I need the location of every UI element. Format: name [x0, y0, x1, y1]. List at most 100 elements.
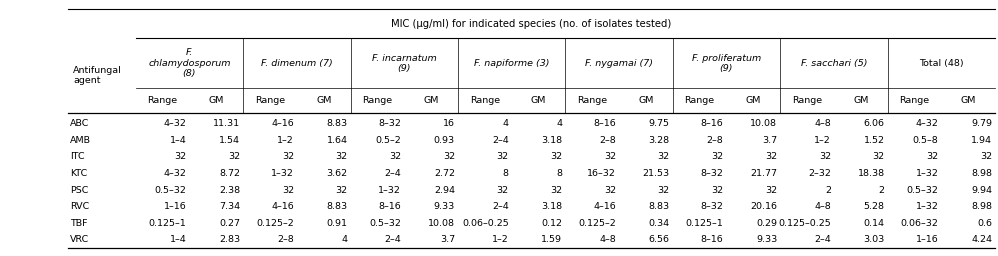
Text: 11.31: 11.31	[213, 119, 241, 128]
Text: 10.08: 10.08	[750, 119, 777, 128]
Text: 1.64: 1.64	[326, 136, 347, 145]
Text: F. dimenum (7): F. dimenum (7)	[260, 59, 332, 68]
Text: 0.06–32: 0.06–32	[900, 219, 938, 228]
Text: 32: 32	[281, 152, 293, 161]
Text: GM: GM	[316, 96, 331, 105]
Text: 10.08: 10.08	[428, 219, 455, 228]
Text: 8: 8	[556, 169, 563, 178]
Text: 1–2: 1–2	[814, 136, 831, 145]
Text: 8–16: 8–16	[701, 119, 724, 128]
Text: 1–32: 1–32	[915, 202, 938, 211]
Text: 1–32: 1–32	[271, 169, 293, 178]
Text: 32: 32	[712, 152, 724, 161]
Text: RVC: RVC	[70, 202, 89, 211]
Text: 6.06: 6.06	[863, 119, 884, 128]
Text: 0.06–0.25: 0.06–0.25	[462, 219, 509, 228]
Text: 4–8: 4–8	[814, 202, 831, 211]
Text: 2: 2	[878, 186, 884, 195]
Text: VRC: VRC	[70, 236, 89, 244]
Text: 1–32: 1–32	[915, 169, 938, 178]
Text: 5.28: 5.28	[863, 202, 884, 211]
Text: 8–32: 8–32	[701, 202, 724, 211]
Text: 1.52: 1.52	[863, 136, 884, 145]
Text: 32: 32	[550, 152, 563, 161]
Text: 0.125–2: 0.125–2	[578, 219, 616, 228]
Text: 9.94: 9.94	[971, 186, 992, 195]
Text: 8.83: 8.83	[649, 202, 670, 211]
Text: KTC: KTC	[70, 169, 87, 178]
Text: F. proliferatum
(9): F. proliferatum (9)	[692, 54, 761, 73]
Text: GM: GM	[531, 96, 546, 105]
Text: 32: 32	[818, 152, 831, 161]
Text: ABC: ABC	[70, 119, 89, 128]
Text: 2–4: 2–4	[492, 136, 509, 145]
Text: 1–2: 1–2	[492, 236, 509, 244]
Text: 4–16: 4–16	[271, 119, 293, 128]
Text: Range: Range	[685, 96, 715, 105]
Text: 32: 32	[497, 186, 509, 195]
Text: 32: 32	[443, 152, 455, 161]
Text: 0.5–32: 0.5–32	[155, 186, 187, 195]
Text: 0.12: 0.12	[541, 219, 563, 228]
Text: 8.98: 8.98	[971, 202, 992, 211]
Text: 3.18: 3.18	[541, 136, 563, 145]
Text: 32: 32	[389, 152, 401, 161]
Text: 8: 8	[503, 169, 509, 178]
Text: TBF: TBF	[70, 219, 88, 228]
Text: 9.79: 9.79	[971, 119, 992, 128]
Text: 0.5–32: 0.5–32	[906, 186, 938, 195]
Text: GM: GM	[746, 96, 761, 105]
Text: 0.125–0.25: 0.125–0.25	[778, 219, 831, 228]
Text: 8–32: 8–32	[701, 169, 724, 178]
Text: 9.33: 9.33	[755, 236, 777, 244]
Text: Range: Range	[362, 96, 392, 105]
Text: Antifungal
agent: Antifungal agent	[73, 66, 122, 85]
Text: 1.94: 1.94	[971, 136, 992, 145]
Text: 0.125–2: 0.125–2	[256, 219, 293, 228]
Text: 3.28: 3.28	[649, 136, 670, 145]
Text: 0.93: 0.93	[434, 136, 455, 145]
Text: Range: Range	[792, 96, 822, 105]
Text: 3.7: 3.7	[762, 136, 777, 145]
Text: 32: 32	[335, 152, 347, 161]
Text: 8.98: 8.98	[971, 169, 992, 178]
Text: Range: Range	[899, 96, 929, 105]
Text: 2–4: 2–4	[492, 202, 509, 211]
Text: GM: GM	[209, 96, 224, 105]
Text: 8–32: 8–32	[378, 119, 401, 128]
Text: 0.6: 0.6	[977, 219, 992, 228]
Text: 32: 32	[550, 186, 563, 195]
Text: 4.24: 4.24	[971, 236, 992, 244]
Text: Range: Range	[470, 96, 500, 105]
Text: 2.38: 2.38	[219, 186, 241, 195]
Text: 32: 32	[712, 186, 724, 195]
Text: Total (48): Total (48)	[919, 59, 964, 68]
Text: 0.5–2: 0.5–2	[375, 136, 401, 145]
Text: Range: Range	[148, 96, 178, 105]
Text: 4: 4	[341, 236, 347, 244]
Text: 3.18: 3.18	[541, 202, 563, 211]
Text: 8.83: 8.83	[326, 119, 347, 128]
Text: 1–32: 1–32	[378, 186, 401, 195]
Text: MIC (μg/ml) for indicated species (no. of isolates tested): MIC (μg/ml) for indicated species (no. o…	[391, 19, 672, 29]
Text: 32: 32	[765, 152, 777, 161]
Text: 4–8: 4–8	[814, 119, 831, 128]
Text: 1–16: 1–16	[164, 202, 187, 211]
Text: Range: Range	[577, 96, 607, 105]
Text: 21.77: 21.77	[750, 169, 777, 178]
Text: 32: 32	[281, 186, 293, 195]
Text: 2–4: 2–4	[384, 236, 401, 244]
Text: 0.125–1: 0.125–1	[149, 219, 187, 228]
Text: 32: 32	[765, 186, 777, 195]
Text: 0.91: 0.91	[326, 219, 347, 228]
Text: 7.34: 7.34	[219, 202, 241, 211]
Text: 3.03: 3.03	[863, 236, 884, 244]
Text: GM: GM	[639, 96, 654, 105]
Text: 8.72: 8.72	[220, 169, 241, 178]
Text: 20.16: 20.16	[750, 202, 777, 211]
Text: 4: 4	[556, 119, 563, 128]
Text: ITC: ITC	[70, 152, 85, 161]
Text: 1.54: 1.54	[220, 136, 241, 145]
Text: 3.7: 3.7	[440, 236, 455, 244]
Text: 21.53: 21.53	[643, 169, 670, 178]
